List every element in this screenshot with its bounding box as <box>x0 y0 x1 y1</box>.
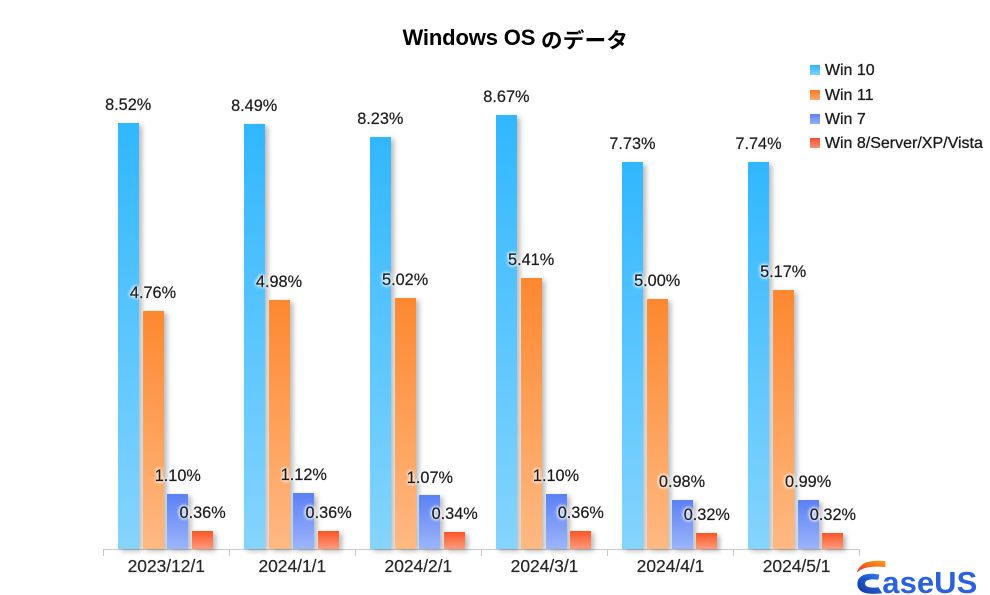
svg-text:aseUS: aseUS <box>882 565 977 595</box>
